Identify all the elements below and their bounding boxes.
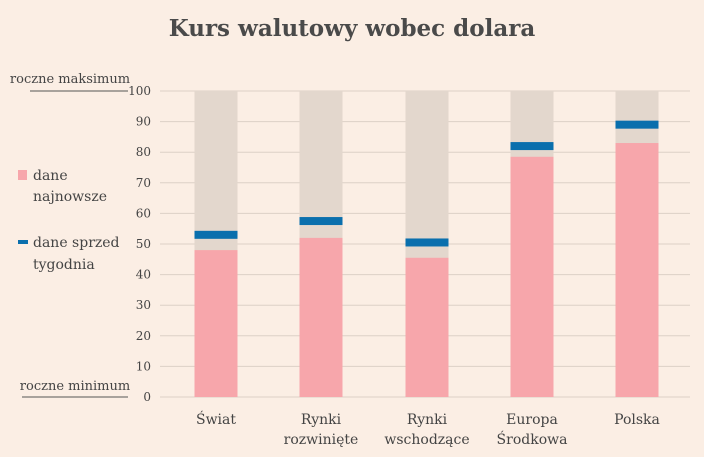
y-tick-label: 100 [128, 84, 151, 98]
legend-label-week-ago: dane sprzed [33, 235, 120, 251]
annotation-min: roczne minimum [20, 379, 130, 394]
bars [194, 91, 659, 397]
category-label: wschodzące [384, 432, 469, 448]
marker-week-ago [510, 142, 554, 151]
y-axis-ticks: 0 10 20 30 40 50 60 70 80 90 100 [128, 84, 151, 404]
legend-swatch-week-ago [18, 240, 28, 244]
bar-latest [194, 250, 238, 397]
legend-swatch-latest [18, 170, 27, 180]
y-tick-label: 20 [136, 329, 151, 343]
annotation-max: roczne maksimum [10, 72, 130, 87]
category-label: Rynki [301, 412, 342, 428]
category-label: Polska [614, 412, 660, 428]
bar-latest [299, 237, 343, 397]
marker-week-ago [405, 238, 449, 247]
chart-title: Kurs walutowy wobec dolara [169, 15, 536, 42]
category-label: Świat [196, 410, 236, 428]
category-labels: Świat Rynki rozwinięte Rynki wschodzące Europ… [196, 410, 660, 448]
marker-week-ago [299, 217, 343, 226]
legend-label-latest: dane [33, 168, 68, 184]
y-tick-label: 0 [143, 390, 151, 404]
marker-week-ago [194, 230, 238, 239]
category-label: Środkowa [497, 430, 568, 448]
category-label: Rynki [407, 412, 448, 428]
legend-label-latest: najnowsze [33, 189, 107, 205]
bar-latest [510, 156, 554, 397]
y-tick-label: 80 [136, 145, 151, 159]
category-label: rozwinięte [284, 432, 359, 448]
bar-latest [405, 257, 449, 397]
marker-week-ago [615, 120, 659, 129]
y-tick-label: 30 [136, 298, 151, 312]
legend: dane najnowsze dane sprzed tygodnia [18, 168, 120, 273]
y-tick-label: 60 [136, 206, 151, 220]
y-tick-label: 10 [136, 359, 151, 373]
category-label: Europa [506, 412, 558, 428]
y-tick-label: 90 [136, 115, 151, 129]
legend-label-week-ago: tygodnia [33, 257, 95, 273]
y-tick-label: 70 [136, 176, 151, 190]
bar-latest [615, 143, 659, 397]
y-tick-label: 50 [136, 237, 151, 251]
y-tick-label: 40 [136, 268, 151, 282]
range-annotations: roczne maksimum roczne minimum [10, 72, 130, 398]
